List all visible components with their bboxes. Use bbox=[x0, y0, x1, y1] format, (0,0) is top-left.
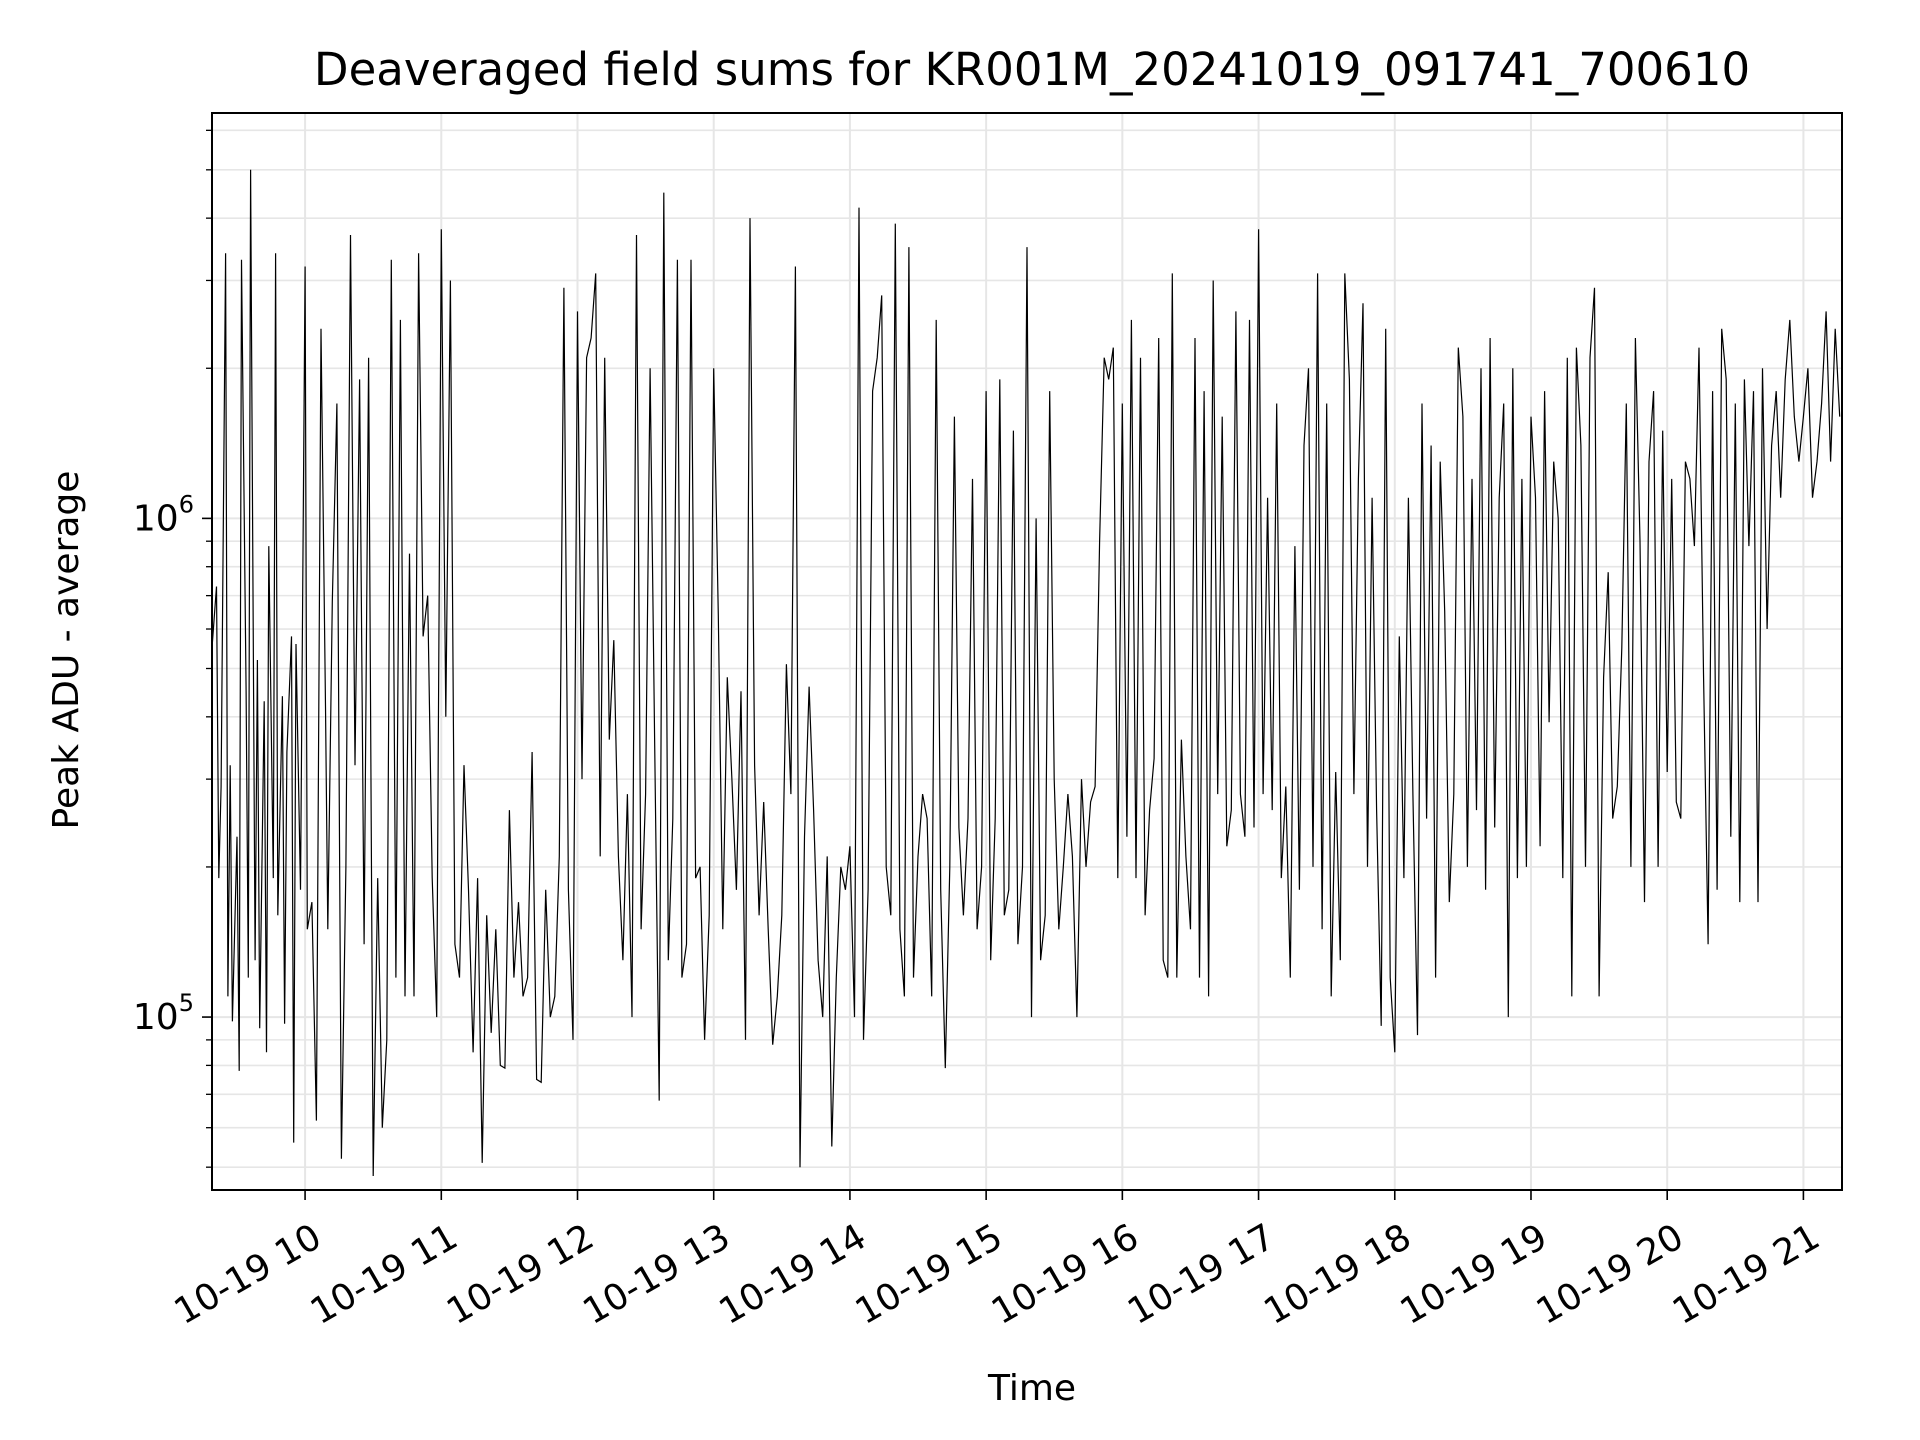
plot-area bbox=[211, 169, 1841, 1177]
y-axis-label: Peak ADU - average bbox=[46, 471, 87, 830]
y-tick-label: 105 bbox=[133, 989, 194, 1038]
x-axis-label: Time bbox=[987, 1368, 1076, 1409]
y-tick-label: 106 bbox=[133, 490, 194, 539]
y-axis: 105 106 bbox=[133, 129, 212, 1168]
chart-title: Deaveraged field sums for KR001M_2024101… bbox=[314, 43, 1750, 96]
series-line bbox=[211, 169, 1841, 1177]
axes-frame bbox=[211, 112, 1843, 1191]
